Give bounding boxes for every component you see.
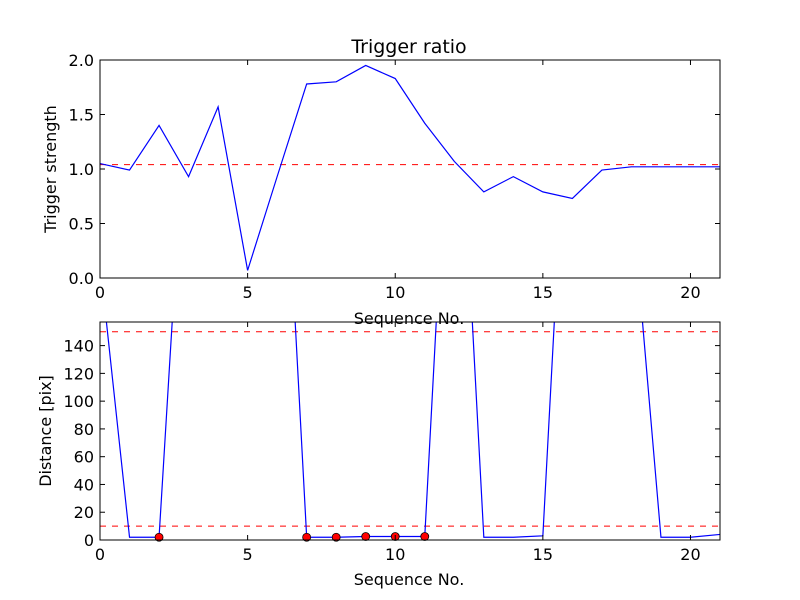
x-tick-label-1-0: 0 <box>95 545 105 564</box>
chart-title-top: Trigger ratio <box>350 36 466 58</box>
y-tick-label-0-2: 1.0 <box>69 160 94 179</box>
xlabel-top: Sequence No. <box>354 309 465 328</box>
x-tick-label-0-1: 5 <box>243 283 253 302</box>
y-tick-label-1-1: 20 <box>74 503 94 522</box>
y-tick-label-1-6: 120 <box>63 364 94 383</box>
x-tick-label-0-4: 20 <box>680 283 700 302</box>
y-tick-label-0-1: 0.5 <box>69 215 94 234</box>
data-point-1-3 <box>361 532 371 541</box>
y-tick-label-0-0: 0.0 <box>69 269 94 288</box>
series-line-0-0 <box>100 64 720 271</box>
y-tick-label-1-0: 0 <box>84 531 94 550</box>
data-point-1-0 <box>154 532 164 542</box>
ylabel-bottom: Distance [pix] <box>36 375 55 487</box>
x-tick-label-1-1: 5 <box>243 545 253 564</box>
y-tick-label-1-7: 140 <box>63 337 94 356</box>
plot-area-top: 0 5 10 15 20 0.0 0.5 1.0 1.5 2.0 <box>69 51 721 302</box>
x-tick-label-0-3: 15 <box>533 283 553 302</box>
axes-frame-0 <box>99 59 721 279</box>
y-tick-label-1-2: 40 <box>74 475 94 494</box>
y-tick-label-1-5: 100 <box>63 392 94 411</box>
x-tick-label-0-2: 10 <box>385 283 405 302</box>
xlabel-bottom: Sequence No. <box>354 570 465 589</box>
y-tick-label-0-4: 2.0 <box>69 51 94 70</box>
y-tick-label-1-3: 60 <box>74 448 94 467</box>
data-point-1-1 <box>302 532 312 542</box>
y-tick-label-0-3: 1.5 <box>69 106 94 125</box>
y-tick-label-1-4: 80 <box>74 420 94 439</box>
x-tick-label-0-0: 0 <box>95 283 105 302</box>
x-tick-label-1-3: 15 <box>533 545 553 564</box>
series-line-1-0 <box>105 322 720 538</box>
ylabel-top: Trigger strength <box>41 105 60 234</box>
x-tick-label-1-2: 10 <box>385 545 405 564</box>
axes-frame-1 <box>99 321 721 541</box>
data-point-1-5 <box>420 532 430 541</box>
x-tick-label-1-4: 20 <box>680 545 700 564</box>
data-point-1-2 <box>331 532 341 542</box>
plot-area-bottom: 0 5 10 15 20 0 20 40 60 80 100 120 140 <box>63 321 721 564</box>
